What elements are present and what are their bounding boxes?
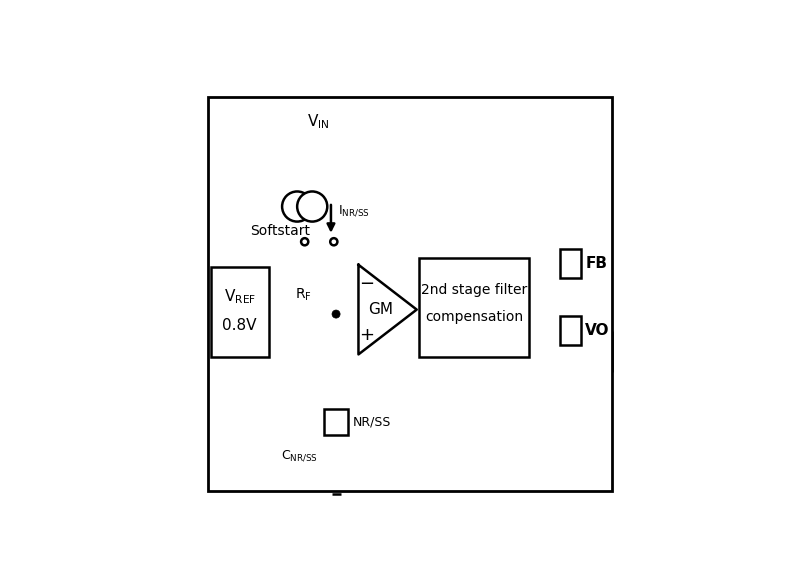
Circle shape <box>297 191 327 222</box>
Text: $\mathsf{C_{NR/SS}}$: $\mathsf{C_{NR/SS}}$ <box>282 448 318 463</box>
Bar <box>560 249 581 278</box>
Text: NR/SS: NR/SS <box>353 415 391 428</box>
Circle shape <box>332 310 340 318</box>
Circle shape <box>301 238 308 246</box>
Bar <box>419 258 529 357</box>
Text: 2nd stage filter: 2nd stage filter <box>421 283 527 297</box>
Text: compensation: compensation <box>425 310 523 324</box>
Bar <box>325 409 348 435</box>
Text: Softstart: Softstart <box>250 223 310 237</box>
Circle shape <box>330 238 338 246</box>
Bar <box>208 97 612 491</box>
Text: $\mathsf{R_F}$: $\mathsf{R_F}$ <box>295 287 312 303</box>
Bar <box>210 267 269 357</box>
Text: 0.8V: 0.8V <box>222 318 257 333</box>
Text: $\mathsf{I_{NR/SS}}$: $\mathsf{I_{NR/SS}}$ <box>338 204 370 218</box>
Text: FB: FB <box>586 256 607 271</box>
Text: $\mathsf{V_{REF}}$: $\mathsf{V_{REF}}$ <box>224 287 256 306</box>
Text: +: + <box>359 326 374 344</box>
Circle shape <box>282 191 312 222</box>
Text: GM: GM <box>368 302 393 317</box>
Bar <box>560 317 581 346</box>
Text: $\mathsf{V_{IN}}$: $\mathsf{V_{IN}}$ <box>307 112 330 131</box>
Text: −: − <box>359 275 374 293</box>
Text: VO: VO <box>586 324 610 338</box>
